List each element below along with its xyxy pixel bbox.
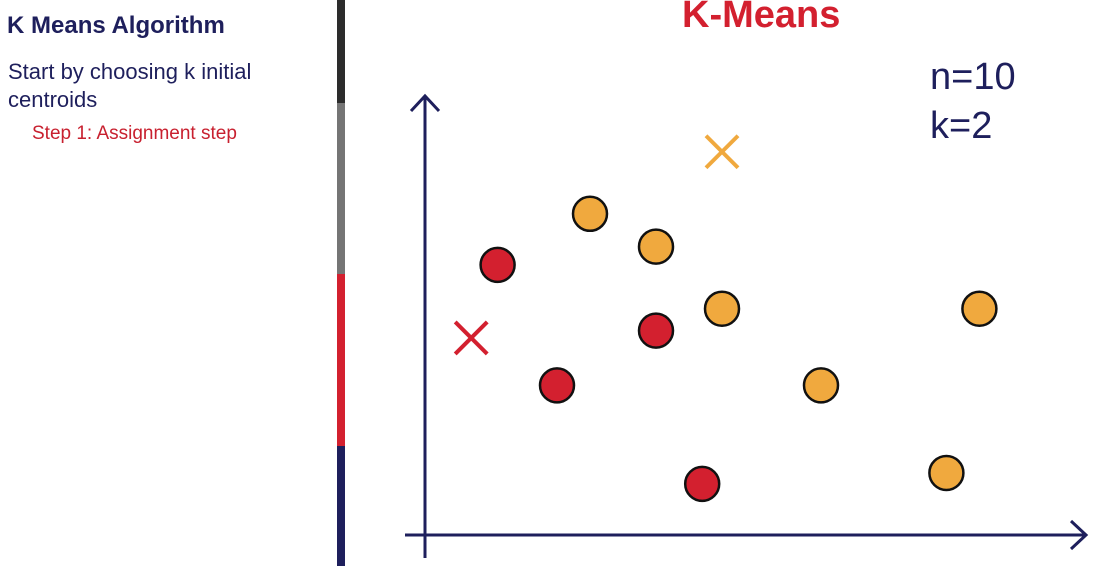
x-axis-arrowhead (1069, 519, 1089, 551)
progress-segment-1 (337, 0, 345, 103)
progress-segment-3 (337, 274, 345, 446)
progress-segment-4 (337, 446, 345, 566)
sidebar-title: K Means Algorithm (7, 12, 225, 39)
red-data-point-3 (637, 312, 675, 349)
red-data-point-1 (479, 246, 516, 284)
sidebar-step-label: Step 1: Assignment step (32, 123, 237, 144)
red-centroid-x-mark (453, 320, 489, 356)
param-n-label: n=10 (930, 56, 1016, 98)
orange-data-point-6 (637, 228, 675, 265)
axes (405, 93, 1089, 558)
sidebar-intro-text: Start by choosing k initial centroids (8, 59, 252, 112)
progress-segment-2 (337, 103, 345, 274)
centroid-stroke (453, 320, 489, 356)
orange-centroid-x-mark (704, 134, 740, 170)
centroid-stroke (704, 134, 740, 170)
orange-data-point-9 (928, 454, 965, 492)
progress-bar (337, 0, 345, 566)
orange-data-point-5 (571, 195, 609, 233)
red-data-point-2 (538, 367, 576, 404)
diagram-title: K-Means (682, 0, 841, 36)
sidebar: K Means Algorithm Start by choosing k in… (0, 0, 336, 566)
red-data-point-4 (683, 465, 721, 503)
y-axis-arrowhead (409, 93, 441, 113)
orange-data-point-10 (961, 290, 998, 327)
orange-data-point-7 (703, 290, 741, 327)
param-k-label: k=2 (930, 105, 993, 147)
orange-data-point-8 (802, 367, 840, 404)
data-marks (453, 134, 998, 503)
